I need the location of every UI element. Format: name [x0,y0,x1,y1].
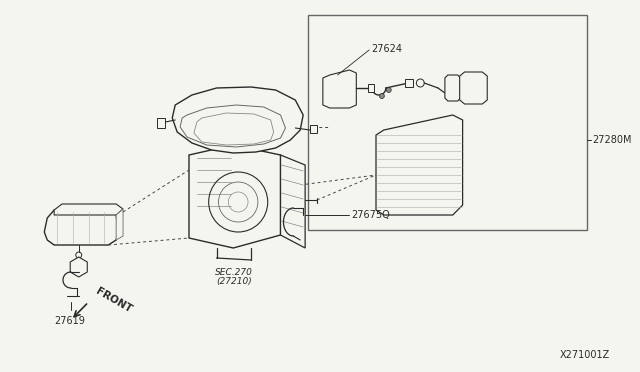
Polygon shape [194,113,274,145]
Text: (27210): (27210) [216,277,252,286]
Text: 27624: 27624 [371,44,402,54]
Polygon shape [116,209,123,240]
Polygon shape [70,257,87,277]
Text: 27675Q: 27675Q [351,210,390,220]
Polygon shape [376,115,463,215]
Circle shape [76,252,82,258]
Polygon shape [445,75,461,101]
Polygon shape [157,118,165,128]
Polygon shape [280,155,305,248]
Polygon shape [54,204,123,215]
Polygon shape [460,72,487,104]
Polygon shape [323,70,356,108]
Polygon shape [44,210,118,245]
Polygon shape [189,145,280,248]
Text: FRONT: FRONT [93,286,133,314]
Polygon shape [172,87,303,153]
Text: 27619: 27619 [54,316,85,326]
Circle shape [387,87,391,93]
Polygon shape [404,79,413,87]
Text: 27280M: 27280M [593,135,632,145]
Polygon shape [310,125,317,133]
Text: X271001Z: X271001Z [560,350,611,360]
Polygon shape [368,84,374,92]
Polygon shape [180,105,285,147]
Text: SEC.270: SEC.270 [215,268,253,277]
Circle shape [380,93,385,99]
Bar [308,15,587,230]
